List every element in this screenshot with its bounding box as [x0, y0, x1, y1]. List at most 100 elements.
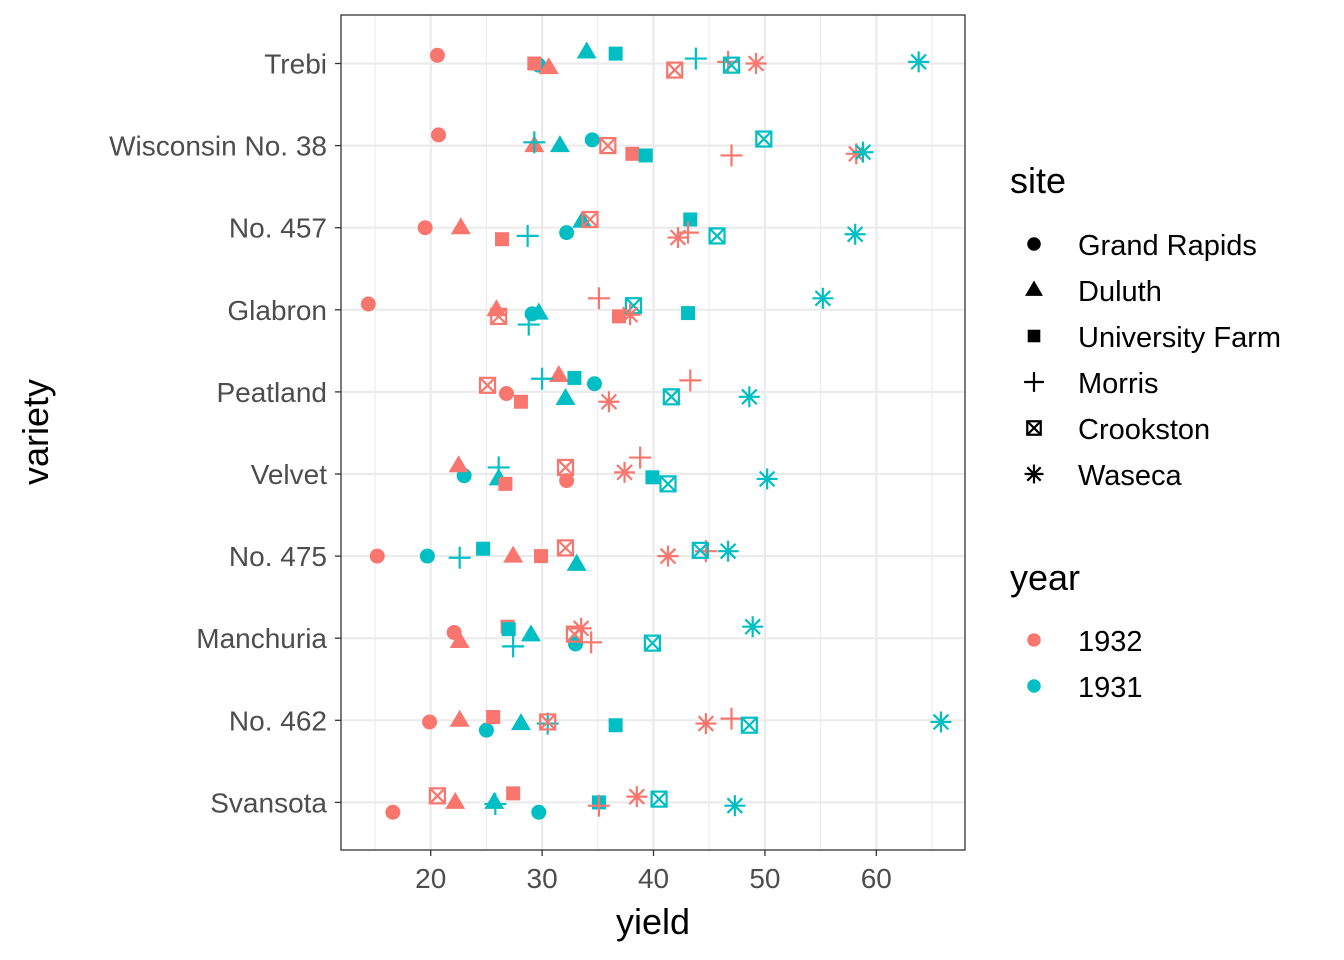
- data-point: [385, 804, 401, 820]
- x-tick-label: 30: [527, 863, 558, 894]
- data-point: [539, 713, 557, 731]
- data-point: [695, 713, 717, 735]
- x-tick-labels: 20 30 40 50 60: [415, 850, 892, 894]
- data-point: [502, 635, 525, 658]
- data-point: [570, 617, 592, 639]
- data-point: [417, 220, 433, 236]
- data-point: [720, 707, 743, 730]
- legend-key: [1027, 633, 1041, 647]
- legend: site Grand Rapids Duluth University Farm Mor…: [1010, 160, 1281, 704]
- data-point: [478, 376, 497, 394]
- data-point: [428, 787, 447, 805]
- data-point: [717, 540, 739, 562]
- data-point: [476, 541, 491, 556]
- data-point: [679, 369, 702, 392]
- data-point: [742, 616, 764, 638]
- data-point: [549, 135, 570, 153]
- data-point: [724, 795, 746, 817]
- x-tick-label: 50: [749, 863, 780, 894]
- data-point: [555, 387, 576, 405]
- data-point: [534, 549, 549, 564]
- legend-site-title: site: [1010, 160, 1066, 201]
- legend-key: [1024, 464, 1044, 484]
- x-tick-label: 20: [415, 863, 446, 894]
- legend-key: [1027, 679, 1041, 693]
- data-point: [422, 714, 438, 730]
- data-point: [691, 541, 709, 559]
- y-tick-label: Wisconsin No. 38: [109, 131, 327, 162]
- y-tick-label: Glabron: [227, 295, 327, 326]
- data-point: [584, 132, 600, 148]
- data-point: [720, 144, 743, 167]
- data-point: [498, 476, 513, 491]
- data-point: [360, 296, 376, 312]
- data-point: [487, 456, 510, 479]
- data-point: [538, 57, 559, 75]
- data-point: [559, 473, 575, 489]
- data-point: [740, 716, 758, 734]
- data-point: [638, 148, 653, 163]
- data-point: [531, 804, 547, 820]
- data-point: [486, 710, 501, 725]
- data-point: [506, 786, 521, 801]
- data-point: [521, 624, 541, 642]
- data-point: [645, 470, 660, 485]
- legend-key: [1025, 280, 1043, 296]
- data-point: [812, 287, 834, 309]
- data-point: [586, 376, 602, 392]
- data-point: [429, 47, 445, 63]
- data-point: [852, 141, 874, 163]
- data-point: [930, 711, 952, 733]
- data-point: [566, 553, 587, 571]
- data-point: [527, 56, 542, 71]
- data-point: [619, 304, 641, 326]
- y-tick-label: No. 475: [229, 541, 327, 572]
- legend-site-label: Duluth: [1078, 276, 1162, 308]
- data-point: [844, 223, 866, 245]
- legend-site-label: Grand Rapids: [1078, 230, 1257, 262]
- data-point: [650, 790, 668, 808]
- legend-key: [1026, 420, 1042, 436]
- data-point: [490, 307, 508, 325]
- data-point: [684, 47, 707, 70]
- y-tick-label: Velvet: [251, 459, 327, 490]
- data-point: [599, 137, 617, 155]
- data-point: [611, 309, 626, 324]
- data-point: [510, 713, 531, 731]
- data-point: [677, 221, 700, 244]
- data-point: [567, 370, 582, 385]
- data-point: [449, 709, 470, 727]
- legend-key: [1027, 237, 1041, 251]
- data-point: [608, 718, 623, 733]
- legend-year-label: 1932: [1078, 626, 1143, 658]
- data-point: [528, 302, 549, 320]
- x-tick-label: 40: [638, 863, 669, 894]
- data-point: [755, 130, 773, 148]
- data-point: [498, 386, 514, 402]
- data-point: [516, 224, 539, 247]
- data-point: [598, 391, 620, 413]
- data-point: [556, 458, 575, 477]
- data-point: [449, 630, 470, 648]
- data-point: [478, 722, 494, 738]
- data-point: [662, 388, 680, 406]
- data-point: [683, 212, 698, 227]
- y-tick-label: Manchuria: [196, 623, 327, 654]
- legend-site-label: Waseca: [1078, 460, 1183, 492]
- data-point: [629, 446, 652, 469]
- data-point: [745, 53, 767, 74]
- legend-year-label: 1931: [1078, 672, 1143, 704]
- data-point: [608, 46, 623, 61]
- data-point: [722, 56, 741, 74]
- y-tick-label: No. 462: [229, 705, 327, 736]
- data-point: [659, 475, 677, 493]
- data-point: [666, 61, 684, 79]
- data-point: [614, 461, 636, 483]
- data-point: [495, 232, 510, 247]
- y-tick-label: Peatland: [216, 377, 327, 408]
- data-point: [657, 545, 679, 567]
- data-point: [708, 227, 726, 245]
- data-point: [448, 546, 471, 569]
- x-axis-title: yield: [616, 901, 690, 942]
